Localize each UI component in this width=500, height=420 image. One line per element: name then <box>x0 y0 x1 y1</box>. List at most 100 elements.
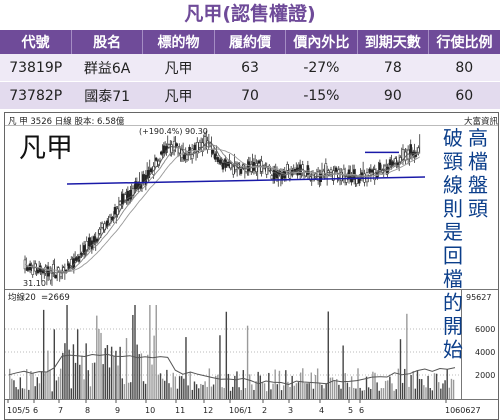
volume-bar <box>210 386 213 399</box>
candle-body <box>247 161 250 172</box>
table-row: 73819P 群益6A 凡甲 63 -27% 78 80 <box>0 54 500 82</box>
volume-bar <box>110 346 113 399</box>
volume-bar <box>227 373 230 399</box>
volume-bar <box>221 387 223 399</box>
volume-bar <box>40 371 43 399</box>
volume-bar <box>421 379 423 399</box>
volume-bar <box>195 384 198 399</box>
table-cell: -27% <box>285 54 358 82</box>
table-cell: 73782P <box>0 81 72 109</box>
volume-bar <box>32 372 34 399</box>
neckline <box>66 176 426 185</box>
candle-body <box>170 144 173 153</box>
volume-bar <box>19 377 22 399</box>
volume-bar <box>278 370 281 399</box>
volume-bar <box>344 373 346 399</box>
volume-bar <box>274 369 276 399</box>
volume-bar <box>38 383 41 399</box>
volume-bar <box>450 378 453 399</box>
volume-bar <box>91 362 94 399</box>
candle-body <box>52 264 55 274</box>
volume-bar <box>265 391 268 399</box>
volume-bar <box>17 389 19 399</box>
volume-bar <box>240 390 242 399</box>
candle-body <box>332 170 335 181</box>
volume-bar <box>382 388 385 399</box>
candle-body <box>154 157 158 161</box>
volume-bar <box>59 368 62 399</box>
warrant-table: 代號 股名 標的物 履約價 價內外比 到期天數 行使比例 73819P 群益6A… <box>0 30 500 109</box>
volume-bar <box>236 371 238 399</box>
volume-bar <box>234 375 236 399</box>
candle-body <box>286 164 289 171</box>
stock-name-label: 凡甲 <box>19 133 73 164</box>
volume-bar <box>359 387 361 399</box>
volume-bar <box>372 371 374 399</box>
low-price-annotation: 31.10 <box>23 279 46 288</box>
candle-body <box>98 228 101 234</box>
volume-bar <box>416 371 419 399</box>
volume-bar <box>319 382 321 399</box>
x-tick-label: 6 <box>359 406 364 415</box>
volume-bar <box>314 374 317 399</box>
candle-body <box>219 159 222 164</box>
volume-bar <box>183 378 185 399</box>
candle-body <box>319 173 322 183</box>
table-cell: 國泰71 <box>71 81 143 109</box>
volume-bar <box>304 382 306 399</box>
volume-bar <box>66 305 68 399</box>
volume-bar <box>272 383 274 399</box>
candle-body <box>70 259 73 267</box>
volume-bar <box>176 388 179 399</box>
volume-bar <box>306 383 308 399</box>
volume-bar <box>25 369 28 399</box>
volume-bar <box>36 377 39 399</box>
annotation-char: 頸 <box>443 150 463 174</box>
volume-bar <box>144 383 147 399</box>
volume-bar <box>185 337 187 399</box>
table-cell: 70 <box>214 81 286 109</box>
volume-bar <box>142 381 145 399</box>
candle-body <box>232 166 235 175</box>
volume-bar <box>323 388 325 399</box>
watermark: 大富資訊 <box>464 116 498 127</box>
table-cell: 凡甲 <box>142 81 215 109</box>
volume-bar <box>433 373 436 399</box>
volume-bar <box>115 350 117 399</box>
candle-body <box>175 143 178 147</box>
volume-bar <box>391 383 393 399</box>
volume-bar <box>293 385 295 399</box>
candle-body <box>62 267 65 272</box>
x-tick-label: 9 <box>115 406 120 415</box>
volume-bar <box>255 381 257 399</box>
right-axis-label: 6000 <box>475 325 495 334</box>
candle-body <box>149 168 153 172</box>
volume-bar <box>225 311 228 399</box>
volume-bar <box>166 369 168 399</box>
volume-bar <box>367 387 370 399</box>
volume-bar <box>15 387 17 399</box>
volume-bar <box>425 387 427 399</box>
volume-bar <box>232 386 234 399</box>
candle-body <box>26 267 29 271</box>
x-tick-label: 6 <box>33 406 38 415</box>
candle-body <box>118 201 122 205</box>
volume-bar <box>435 373 438 399</box>
table-cell: 60 <box>428 81 500 109</box>
candle-body <box>160 151 163 155</box>
volume-bar <box>187 385 189 399</box>
col-header-days: 到期天數 <box>357 30 430 54</box>
x-tick-label: 1060627 <box>445 406 481 415</box>
volume-bar <box>378 390 380 399</box>
candle-body <box>54 275 58 279</box>
volume-bar <box>217 374 219 399</box>
volume-bar <box>408 386 410 399</box>
volume-bar <box>83 379 85 399</box>
volume-bar <box>418 378 421 399</box>
volume-bar <box>102 364 104 399</box>
right-axis-label: 95627 <box>466 293 491 302</box>
volume-bar <box>127 382 130 399</box>
volume-bar <box>308 383 310 399</box>
col-header-moneyness: 價內外比 <box>285 30 358 54</box>
